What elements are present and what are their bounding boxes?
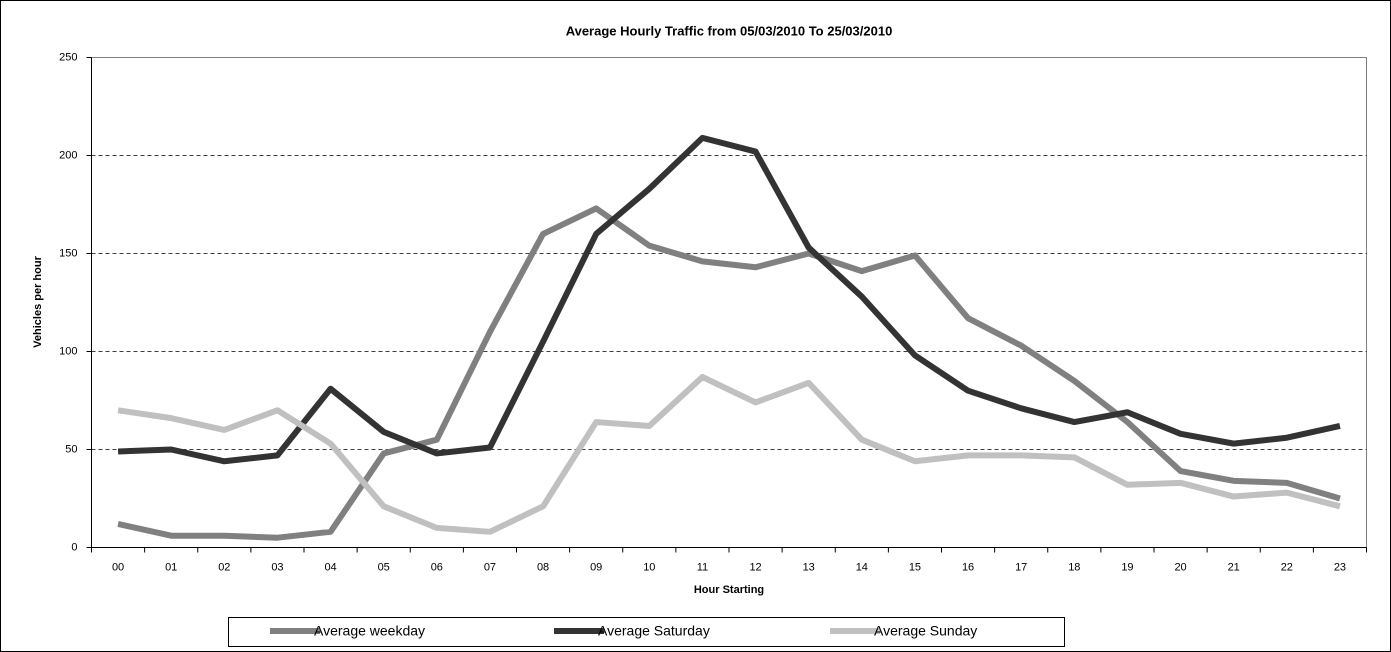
y-axis-title: Vehicles per hour — [32, 255, 44, 347]
x-tick-label: 00 — [112, 561, 124, 573]
legend-label: Average Saturday — [598, 623, 710, 639]
x-tick-label: 09 — [590, 561, 602, 573]
x-tick-label: 21 — [1228, 561, 1240, 573]
x-tick-label: 06 — [431, 561, 443, 573]
x-tick-label: 07 — [484, 561, 496, 573]
x-tick-label: 14 — [856, 561, 868, 573]
x-tick-label: 13 — [803, 561, 815, 573]
x-tick-label: 22 — [1281, 561, 1293, 573]
legend-label: Average weekday — [314, 623, 425, 639]
x-tick-label: 12 — [749, 561, 761, 573]
y-tick-label: 200 — [59, 149, 77, 161]
x-tick-label: 16 — [962, 561, 974, 573]
x-tick-label: 05 — [378, 561, 390, 573]
x-tick-label: 11 — [697, 561, 708, 573]
x-tick-label: 20 — [1174, 561, 1186, 573]
series-line — [117, 205, 1341, 541]
x-tick-label: 10 — [643, 561, 655, 573]
x-tick-label: 08 — [537, 561, 549, 573]
x-tick-label: 01 — [165, 561, 177, 573]
x-tick-label: 23 — [1334, 561, 1346, 573]
x-tick-label: 15 — [909, 561, 921, 573]
y-tick-label: 100 — [59, 345, 77, 357]
legend-box — [228, 617, 1065, 647]
series-line — [117, 373, 1341, 535]
x-tick-label: 03 — [271, 561, 283, 573]
legend-label: Average Sunday — [874, 623, 977, 639]
chart-title: Average Hourly Traffic from 05/03/2010 T… — [566, 23, 893, 38]
y-tick-label: 150 — [59, 247, 77, 259]
x-tick-label: 02 — [218, 561, 230, 573]
y-tick-label: 0 — [71, 541, 77, 553]
x-tick-label: 18 — [1068, 561, 1080, 573]
x-tick-label: 04 — [324, 561, 336, 573]
y-tick-label: 50 — [65, 443, 77, 455]
series-line — [117, 134, 1341, 465]
x-tick-label: 19 — [1121, 561, 1133, 573]
x-tick-label: 17 — [1015, 561, 1027, 573]
y-tick-label: 250 — [59, 51, 77, 63]
x-axis-title: Hour Starting — [694, 584, 764, 596]
